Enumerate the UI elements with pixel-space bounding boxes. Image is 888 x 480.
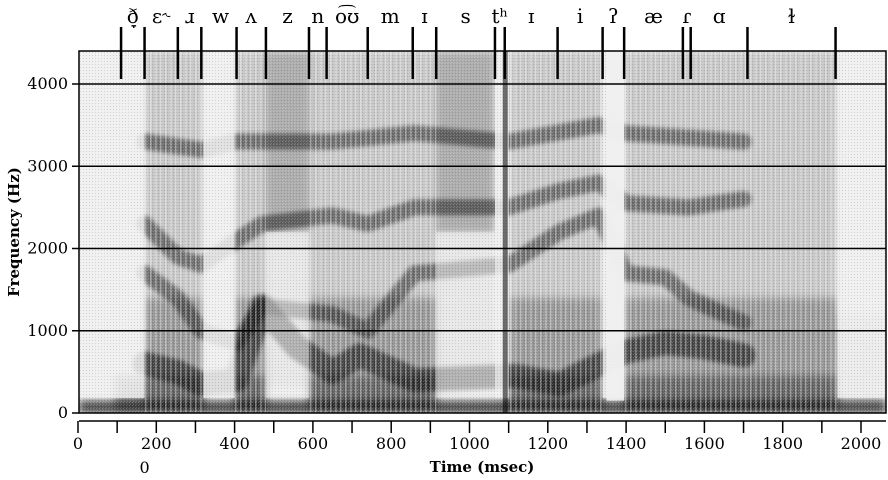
stop-burst bbox=[502, 51, 508, 413]
segment-label: ʌ bbox=[245, 4, 258, 28]
x-tick-label: 1400 bbox=[606, 434, 647, 453]
x-axis: 0 200 400 600 800 1000 1200 1400 1600 1800 2000 bbox=[73, 420, 886, 453]
segment-label: i bbox=[577, 4, 583, 28]
x-extra-label: 0 bbox=[140, 458, 150, 477]
segment-label: ɾ bbox=[682, 4, 691, 28]
y-tick-label: 3000 bbox=[27, 156, 68, 175]
gridlines bbox=[79, 83, 886, 332]
plot-frame bbox=[78, 50, 887, 414]
x-tick-label: 2000 bbox=[841, 434, 882, 453]
segment-label: ɪ bbox=[528, 4, 534, 28]
x-tick-label: 600 bbox=[298, 434, 329, 453]
segment-labels: ð̞ ɛ˞ ɹ w ʌ z n o͡ʊ m ɪ s tʰ ɪ i ʔ æ ɾ ɑ ɫ bbox=[127, 4, 796, 28]
y-tick-label: 2000 bbox=[27, 239, 68, 258]
segment-label: ɑ bbox=[713, 4, 726, 28]
x-tick-label: 200 bbox=[141, 434, 172, 453]
spectrogram-image bbox=[79, 51, 886, 413]
segment-label: m bbox=[381, 4, 400, 28]
glottal-closure bbox=[606, 51, 625, 401]
x-tick-label: 400 bbox=[219, 434, 250, 453]
x-tick-label: 0 bbox=[73, 434, 83, 453]
segment-label: o͡ʊ bbox=[335, 4, 359, 28]
y-tick-label: 4000 bbox=[27, 74, 68, 93]
y-tick-label: 0 bbox=[58, 403, 68, 422]
segment-label: z bbox=[282, 4, 293, 28]
segment-label: w bbox=[212, 4, 229, 28]
segment-label: æ bbox=[644, 4, 663, 28]
x-tick-label: 1600 bbox=[684, 434, 725, 453]
segment-label: n bbox=[311, 4, 324, 28]
segment-label: ɛ˞ bbox=[152, 4, 171, 28]
segment-label: ɹ bbox=[185, 4, 195, 28]
y-axis: 0 1000 2000 3000 4000 bbox=[27, 74, 79, 422]
y-axis-title: Frequency (Hz) bbox=[5, 167, 23, 297]
y-tick-label: 1000 bbox=[27, 321, 68, 340]
segment-label: ð̞ bbox=[127, 4, 139, 28]
x-tick-label: 1200 bbox=[527, 434, 568, 453]
x-tick-label: 1800 bbox=[762, 434, 803, 453]
spectrogram-noise bbox=[79, 51, 886, 413]
segment-label: ɫ bbox=[788, 4, 796, 28]
x-axis-title: Time (msec) bbox=[430, 458, 535, 476]
segment-label: ʔ bbox=[608, 4, 619, 28]
segment-boundaries bbox=[119, 27, 837, 79]
segment-label: tʰ bbox=[491, 4, 508, 28]
x-tick-label: 800 bbox=[376, 434, 407, 453]
segment-label: s bbox=[460, 4, 470, 28]
segment-label: ɪ bbox=[421, 4, 427, 28]
x-tick-label: 1000 bbox=[449, 434, 490, 453]
